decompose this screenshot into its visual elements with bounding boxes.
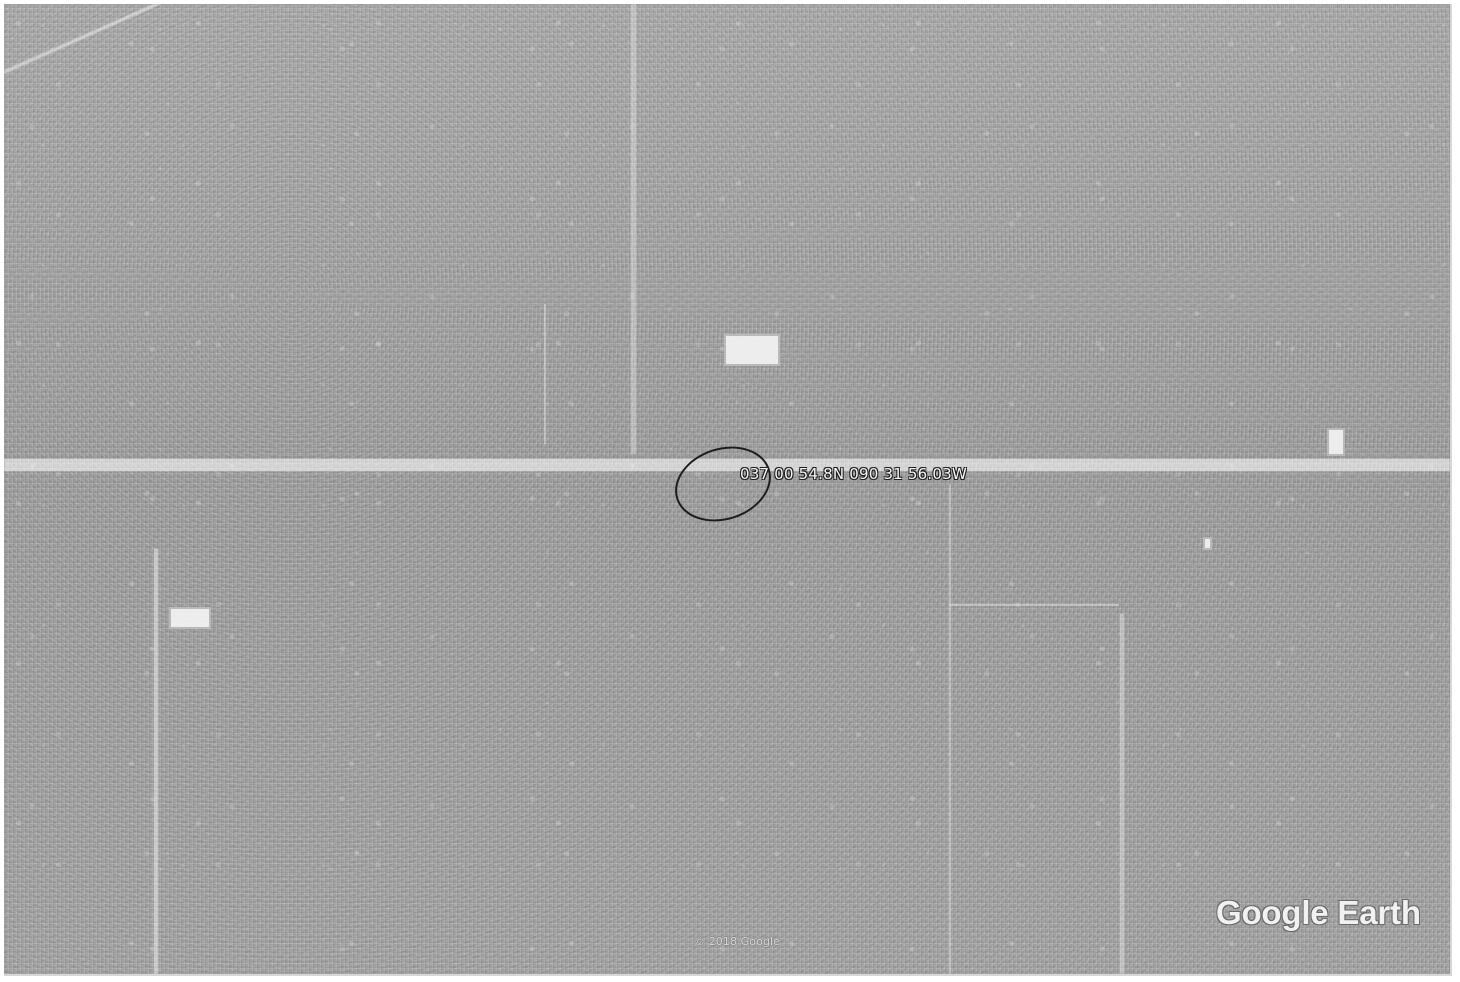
left-road (154, 549, 158, 974)
imagery-texture-overlay (4, 4, 1450, 974)
property-line-south (949, 604, 1119, 606)
satellite-map-frame: 037 00 54.8N 090 31 56.03W © 2018 Google… (4, 4, 1452, 976)
right-road (1120, 614, 1124, 974)
property-line-east (949, 484, 951, 974)
property-line-north (544, 304, 546, 444)
main-road (4, 459, 1450, 471)
building-small-east (1203, 537, 1212, 550)
center-road (631, 4, 636, 454)
building-southwest (169, 607, 211, 629)
google-earth-watermark: Google Earth (1216, 894, 1421, 931)
satellite-imagery (4, 4, 1450, 974)
building-north-center (724, 334, 780, 366)
copyright-label: © 2018 Google (694, 935, 781, 948)
building-east (1327, 428, 1345, 456)
coordinate-label: 037 00 54.8N 090 31 56.03W (740, 465, 967, 483)
